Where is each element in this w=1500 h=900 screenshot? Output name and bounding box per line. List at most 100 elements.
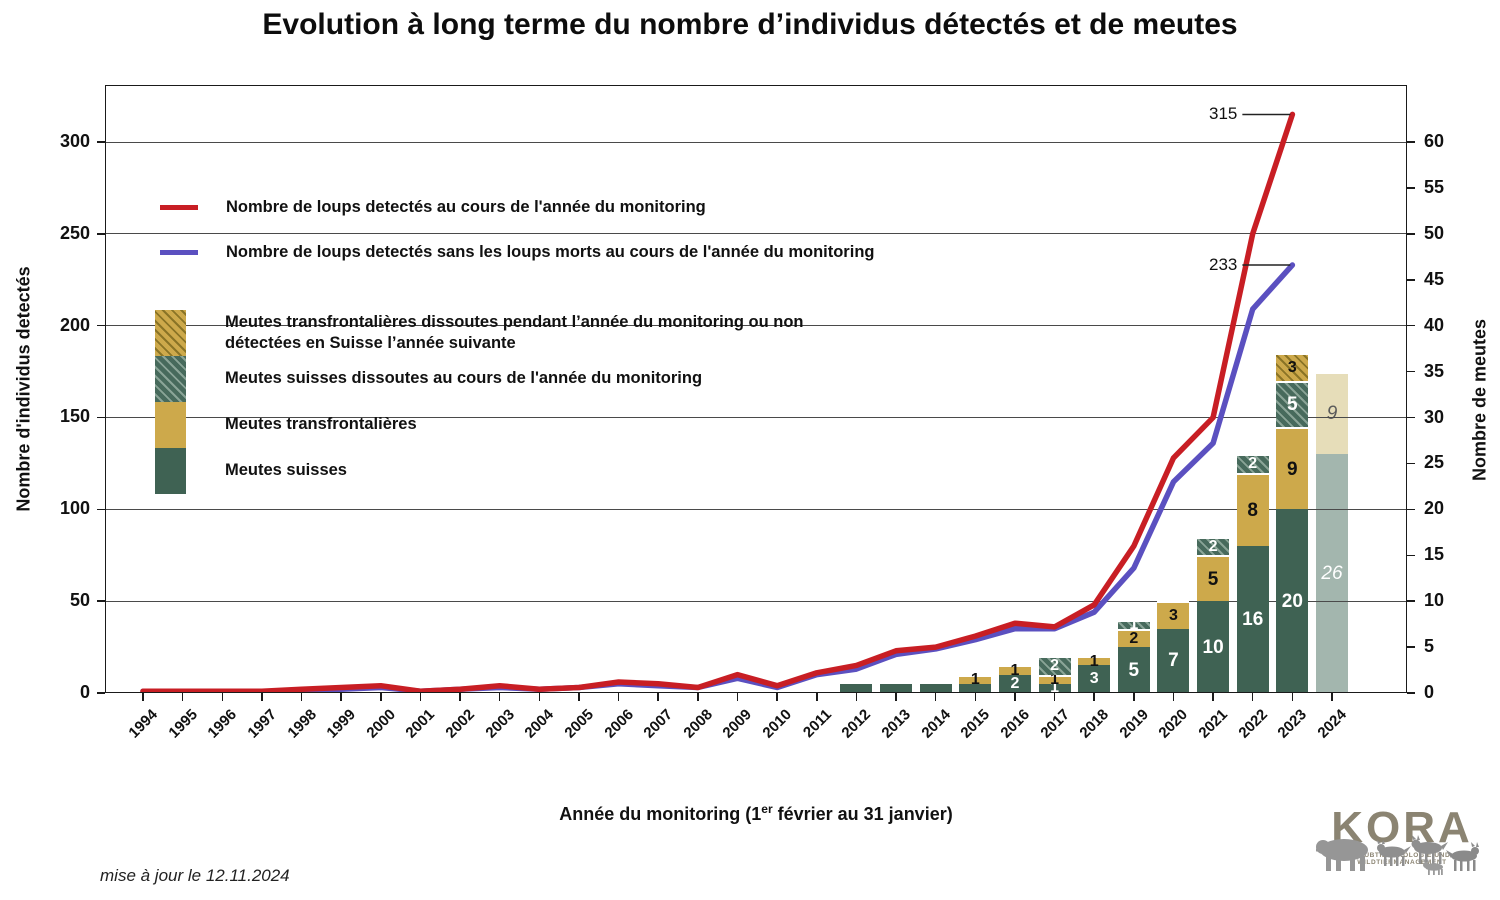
y-left-tick xyxy=(97,416,105,419)
update-note: mise à jour le 12.11.2024 xyxy=(100,866,290,885)
gridline xyxy=(105,508,1407,510)
x-tick xyxy=(657,693,659,701)
legend-bar-entry: Meutes suisses dissoutes au cours de l'a… xyxy=(155,356,702,402)
bar-segment-value: 1 xyxy=(1050,671,1059,689)
bar-segment-tf: 1 xyxy=(959,672,992,688)
bar-segment-value: 1 xyxy=(1129,616,1139,634)
y-axis-left-title: Nombre d'individus detectés xyxy=(13,266,34,512)
bar-2013 xyxy=(880,85,913,693)
bar-segment-ch: 5 xyxy=(1117,647,1150,693)
legend-bar-label: Meutes suisses dissoutes au cours de l'a… xyxy=(225,369,703,388)
bar-segment-value: 1 xyxy=(1050,679,1059,697)
bar-segment-ch: 20 xyxy=(1276,509,1309,693)
y-right-tick-label: 55 xyxy=(1424,176,1445,197)
bar-2024: 26 9 xyxy=(1315,85,1348,693)
y-right-tick xyxy=(1407,141,1415,143)
y-left-tick xyxy=(97,600,105,602)
line-series-svg xyxy=(140,111,1296,693)
y-right-tick-label: 60 xyxy=(1424,131,1445,151)
bar-segment-ch: 2 xyxy=(998,674,1031,693)
x-tick xyxy=(221,693,224,701)
y-left-tick xyxy=(97,508,105,511)
bar-segment-ch xyxy=(959,683,992,693)
y-left-tick-label: 0 xyxy=(79,682,90,702)
y-right-tick-label: 35 xyxy=(1424,360,1445,381)
y-left-tick-label: 250 xyxy=(59,222,90,243)
bar-2012 xyxy=(840,85,873,693)
bar-segment-value: 2 xyxy=(1010,674,1020,692)
y-right-tick-label: 0 xyxy=(1424,682,1435,702)
y-right-tick xyxy=(1407,508,1415,511)
y-right-tick xyxy=(1407,554,1415,556)
bar-segment-value: 26 xyxy=(1321,563,1343,585)
x-tick xyxy=(1133,693,1135,701)
bar-segment-value: 9 xyxy=(1326,403,1338,425)
bar-segment-value: 3 xyxy=(1287,359,1297,376)
bar-segment-value: 20 xyxy=(1281,590,1303,612)
x-axis-title-pre: Année du monitoring (1 xyxy=(559,804,762,824)
bar-segment-value: 5 xyxy=(1287,394,1298,416)
y-right-tick-label: 50 xyxy=(1424,222,1445,243)
y-left-tick-label: 50 xyxy=(69,590,90,611)
bar-segment-ch_diss: 1 xyxy=(1117,617,1150,633)
bar-segment-ch_diss: 2 xyxy=(1197,536,1230,556)
bar-segment-ch xyxy=(840,683,873,693)
bar-segment-tf_prov: 9 xyxy=(1315,371,1348,455)
bar-segment-tf: 5 xyxy=(1197,555,1230,602)
y-right-tick-label: 30 xyxy=(1424,406,1445,427)
y-axis-right-title: Nombre de meutes xyxy=(1469,318,1490,482)
bar-segment-value: 5 xyxy=(1128,659,1140,681)
annotation-value: 315 xyxy=(1208,104,1238,124)
gridline xyxy=(105,141,1407,143)
legend-line-label: Nombre de loups detectés au cours de l'a… xyxy=(226,198,706,217)
y-right-tick xyxy=(1407,600,1415,602)
x-tick xyxy=(1291,693,1294,701)
bar-segment-value: 2 xyxy=(1050,657,1059,675)
bar-segment-ch: 10 xyxy=(1197,601,1230,693)
legend-bar-entry: Meutes transfrontalières xyxy=(155,402,417,448)
x-axis-title: Année du monitoring (1er février au 31 j… xyxy=(105,802,1407,825)
legend-bar-label: Meutes transfrontalières xyxy=(225,415,417,434)
x-tick xyxy=(181,693,184,701)
legend-bar-label: Meutes suisses xyxy=(225,461,347,480)
bar-segment-tf: 8 xyxy=(1236,472,1269,547)
bar-2021: 10 5 2 xyxy=(1197,85,1230,693)
x-tick xyxy=(578,693,580,701)
bar-2014 xyxy=(919,85,952,693)
x-tick xyxy=(697,693,699,701)
x-tick xyxy=(300,693,303,701)
gridline xyxy=(105,325,1407,327)
y-right-tick xyxy=(1407,279,1415,281)
legend-line-swatch xyxy=(160,250,198,255)
x-tick xyxy=(934,693,937,701)
x-tick xyxy=(1093,693,1095,701)
y-right-tick-label: 45 xyxy=(1424,268,1445,289)
chart-title: Evolution à long terme du nombre d’indiv… xyxy=(262,8,1238,41)
y-right-tick-label: 25 xyxy=(1424,452,1445,473)
x-tick xyxy=(617,693,620,701)
x-tick xyxy=(895,693,897,701)
y-right-tick-label: 40 xyxy=(1424,314,1445,335)
y-right-tick-label: 15 xyxy=(1424,544,1445,565)
x-tick xyxy=(459,693,461,701)
x-tick xyxy=(261,693,263,701)
y-right-tick xyxy=(1407,416,1415,419)
x-tick xyxy=(1331,693,1333,701)
y-right-tick xyxy=(1407,692,1415,694)
y-right-tick xyxy=(1407,370,1415,373)
y-left-tick xyxy=(97,233,105,235)
x-axis-title-post: février au 31 janvier) xyxy=(772,804,953,824)
x-tick xyxy=(380,693,382,701)
y-left-tick xyxy=(97,324,105,327)
bar-segment-value: 8 xyxy=(1247,499,1258,521)
bar-segment-tf_diss: 3 xyxy=(1276,353,1309,381)
legend-bar-swatch xyxy=(155,356,186,402)
x-tick xyxy=(419,693,422,701)
gridline xyxy=(105,600,1407,602)
bar-2022: 16 8 2 xyxy=(1236,85,1269,693)
plot-area: 1 2 1 1 1 2 3 1 5 2 1 7 3 10 5 2 16 8 2 20 9 5 3 26 9 315 233 xyxy=(105,85,1407,697)
x-tick xyxy=(1172,693,1175,701)
